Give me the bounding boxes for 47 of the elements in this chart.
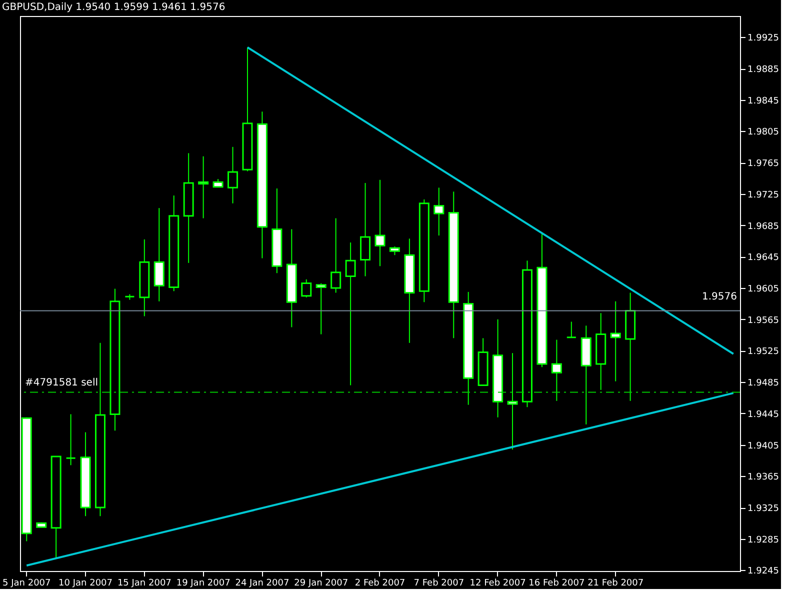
x-tick-label: 15 Jan 2007 [117, 578, 172, 588]
candlestick [330, 218, 342, 294]
y-tick-label: 1.9245 [748, 566, 779, 577]
candlestick [566, 321, 577, 338]
x-tick-label: 12 Feb 2007 [470, 578, 526, 588]
candlestick [374, 179, 386, 267]
y-tick-label: 1.9645 [748, 253, 779, 264]
y-tick-label: 1.9685 [748, 222, 779, 232]
y-tick-label: 1.9565 [748, 316, 779, 326]
y-tick-label: 1.9885 [748, 65, 779, 76]
y-tick-label: 1.9285 [748, 535, 779, 546]
candlestick [345, 242, 356, 386]
x-tick-label: 21 Feb 2007 [588, 578, 644, 588]
y-tick-label: 1.9325 [748, 504, 779, 514]
candlestick [610, 300, 621, 382]
candlestick [198, 156, 209, 219]
candlestick [154, 208, 164, 302]
candlestick [507, 352, 518, 450]
candlestick [551, 339, 562, 402]
y-tick-label: 1.9925 [748, 34, 779, 44]
y-tick-label: 1.9365 [748, 472, 779, 483]
ref-line-label: #4791581 sell [25, 377, 98, 388]
y-tick-label: 1.9445 [748, 410, 779, 420]
chart-title: GBPUSD,Daily 1.9540 1.9599 1.9461 1.9576 [2, 2, 226, 13]
x-tick-label: 16 Feb 2007 [528, 578, 585, 588]
x-tick-label: 29 Jan 2007 [294, 578, 348, 588]
y-tick-label: 1.9765 [748, 159, 779, 170]
candlestick [360, 182, 371, 277]
x-tick-label: 24 Jan 2007 [235, 578, 290, 588]
y-tick-label: 1.9805 [748, 128, 779, 138]
y-tick-label: 1.9485 [748, 378, 779, 389]
x-tick-label: 5 Jan 2007 [2, 578, 51, 588]
candlestick [301, 278, 312, 298]
candlestick [228, 146, 238, 204]
x-tick-label: 19 Jan 2007 [176, 578, 230, 588]
candlestick [316, 282, 326, 335]
y-tick-label: 1.9605 [748, 284, 779, 295]
candlestick [66, 414, 76, 466]
y-tick-label: 1.9725 [748, 190, 779, 200]
x-tick-label: 7 Feb 2007 [414, 578, 464, 588]
y-tick-label: 1.9525 [748, 347, 779, 358]
y-tick-label: 1.9405 [748, 441, 779, 452]
candlestick [434, 187, 444, 236]
x-tick-label: 2 Feb 2007 [354, 578, 406, 588]
x-tick-label: 10 Jan 2007 [58, 578, 112, 588]
ref-line-label: 1.9576 [702, 292, 737, 303]
y-tick-label: 1.9845 [748, 96, 779, 106]
